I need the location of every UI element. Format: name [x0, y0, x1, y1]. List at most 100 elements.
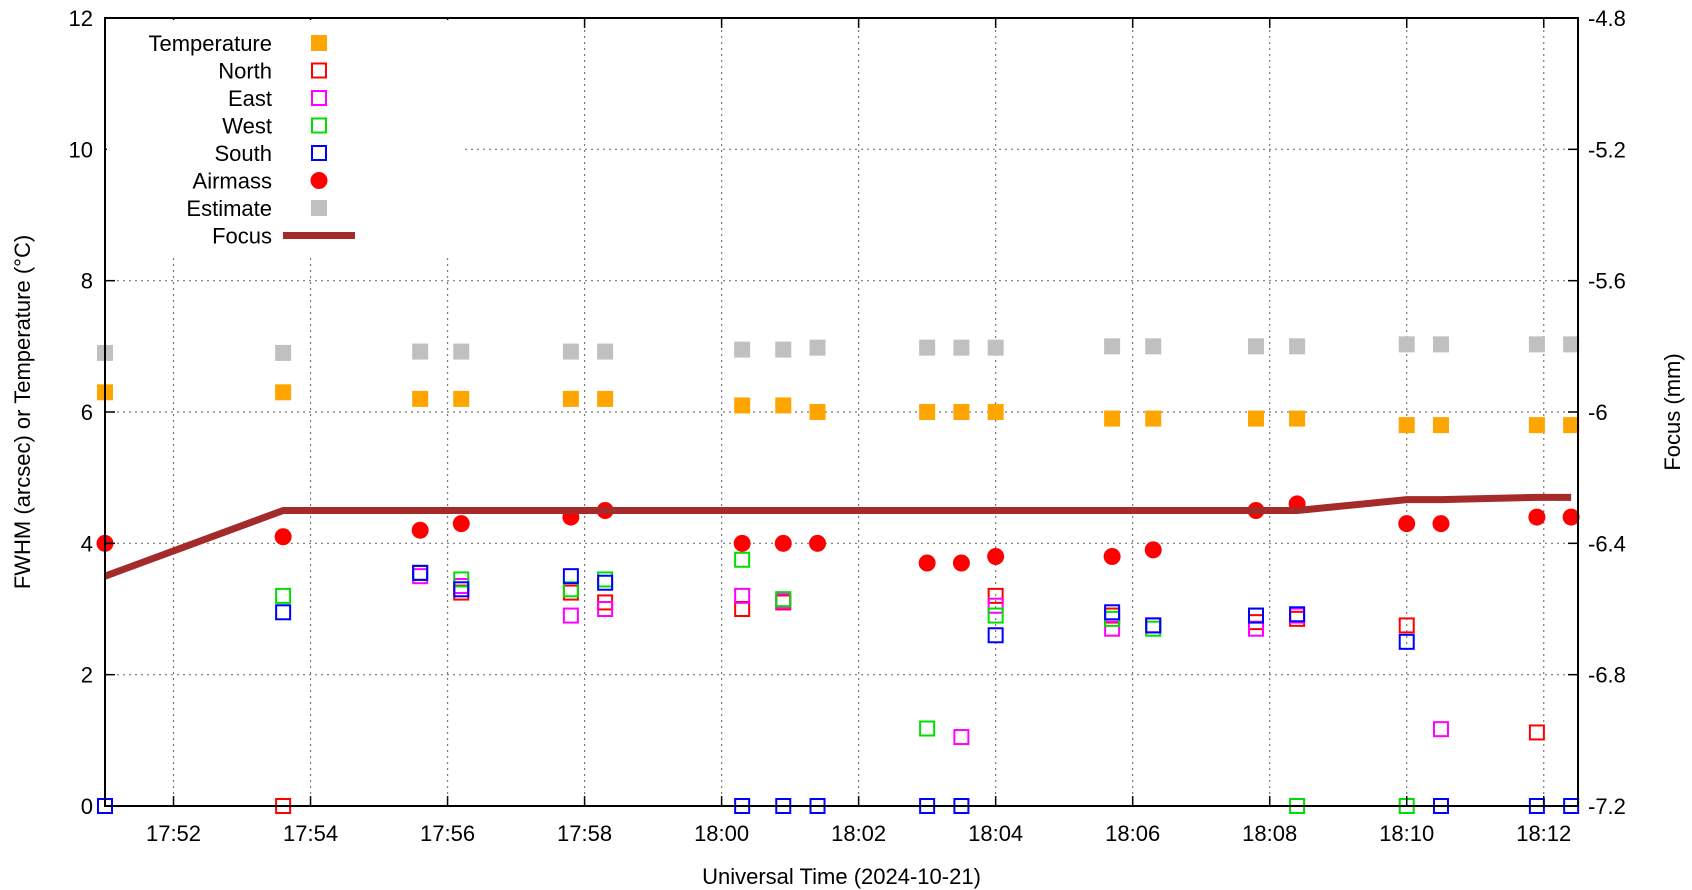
point-temperature: [597, 390, 614, 407]
legend-swatch-airmass: [310, 172, 328, 189]
legend-swatch-west: [311, 117, 327, 134]
point-airmass: [1103, 547, 1121, 565]
point-temperature: [275, 384, 292, 401]
point-airmass: [1562, 508, 1580, 526]
legend-label-south: South: [215, 141, 273, 166]
point-south: [275, 604, 292, 621]
point-temperature: [1563, 417, 1580, 434]
point-west: [1145, 620, 1162, 637]
point-estimate: [597, 343, 614, 360]
legend-label-east: East: [228, 86, 272, 111]
point-estimate: [1563, 336, 1580, 353]
y2-tick-label: -6: [1588, 400, 1608, 425]
point-east: [953, 729, 970, 746]
point-east: [1104, 620, 1121, 637]
point-south: [453, 581, 470, 598]
point-estimate: [1432, 336, 1449, 353]
x-tick-label: 18:08: [1242, 821, 1297, 846]
point-estimate: [453, 343, 470, 360]
point-airmass: [411, 521, 429, 539]
x-tick-label: 17:56: [420, 821, 475, 846]
y-tick-label: 2: [81, 663, 93, 688]
point-airmass: [452, 515, 470, 533]
point-temperature: [562, 390, 579, 407]
x-tick-label: 18:06: [1105, 821, 1160, 846]
point-estimate: [1528, 336, 1545, 353]
legend-label-temperature: Temperature: [148, 31, 272, 56]
point-west: [775, 591, 792, 608]
point-south: [412, 564, 429, 581]
point-temperature: [734, 397, 751, 414]
point-estimate: [1104, 338, 1121, 355]
point-airmass: [952, 554, 970, 572]
y2-tick-label: -7.2: [1588, 794, 1626, 819]
plot-area: [96, 336, 1580, 814]
point-airmass: [1432, 515, 1450, 533]
point-south: [1289, 606, 1306, 623]
point-south: [1104, 604, 1121, 621]
legend-label-north: North: [218, 59, 272, 84]
point-north: [412, 564, 429, 581]
x-axis-title: Universal Time (2024-10-21): [702, 864, 981, 889]
legend-swatch-temperature: [311, 35, 327, 51]
point-west: [562, 581, 579, 598]
point-west: [412, 564, 429, 581]
y2-tick-label: -4.8: [1588, 6, 1626, 31]
point-temperature: [775, 397, 792, 414]
x-tick-label: 18:00: [694, 821, 749, 846]
point-airmass: [987, 547, 1005, 565]
point-temperature: [1528, 417, 1545, 434]
point-east: [1145, 617, 1162, 634]
point-south: [987, 627, 1004, 644]
y-tick-label: 8: [81, 269, 93, 294]
point-estimate: [734, 341, 751, 358]
legend-label-airmass: Airmass: [193, 169, 272, 194]
x-tick-label: 17:58: [557, 821, 612, 846]
point-north: [734, 601, 751, 617]
y-tick-label: 0: [81, 794, 93, 819]
point-estimate: [412, 343, 429, 360]
point-airmass: [1528, 508, 1546, 526]
point-south: [1145, 617, 1162, 634]
legend-swatch-north: [311, 62, 327, 79]
point-west: [597, 571, 614, 588]
point-east: [562, 607, 579, 624]
point-south: [562, 568, 579, 585]
legend-swatch-estimate: [311, 200, 327, 216]
point-north: [1289, 610, 1306, 627]
point-north: [1528, 724, 1545, 741]
point-airmass: [809, 534, 827, 552]
point-north: [1145, 617, 1162, 634]
point-north: [562, 584, 579, 601]
x-tick-label: 18:04: [968, 821, 1023, 846]
legend-swatch-east: [311, 90, 327, 106]
point-airmass: [774, 534, 792, 552]
point-airmass: [274, 528, 292, 546]
series-line-focus: [103, 493, 1572, 580]
point-west: [987, 607, 1004, 624]
point-temperature: [987, 404, 1004, 420]
point-temperature: [1145, 410, 1162, 427]
point-south: [1247, 607, 1264, 624]
y-tick-label: 6: [81, 400, 93, 425]
point-east: [1432, 721, 1449, 738]
point-east: [412, 568, 429, 585]
legend-label-estimate: Estimate: [186, 196, 272, 221]
point-temperature: [1289, 410, 1306, 427]
point-estimate: [809, 339, 826, 356]
x-tick-label: 18:10: [1379, 821, 1434, 846]
point-temperature: [809, 404, 826, 420]
point-estimate: [987, 339, 1004, 356]
point-north: [1398, 617, 1415, 634]
point-west: [275, 587, 292, 604]
point-temperature: [1398, 417, 1415, 434]
point-airmass: [733, 534, 751, 552]
axes: 17:52 17:54 17:56 17:58 18:00 18:02 18:04 18:06…: [69, 6, 1626, 846]
point-north: [1104, 607, 1121, 624]
y-axis-title: FWHM (arcsec) or Temperature (°C): [10, 235, 35, 589]
point-estimate: [275, 344, 292, 361]
point-estimate: [919, 339, 936, 356]
point-north: [987, 587, 1004, 604]
point-estimate: [1289, 338, 1306, 355]
